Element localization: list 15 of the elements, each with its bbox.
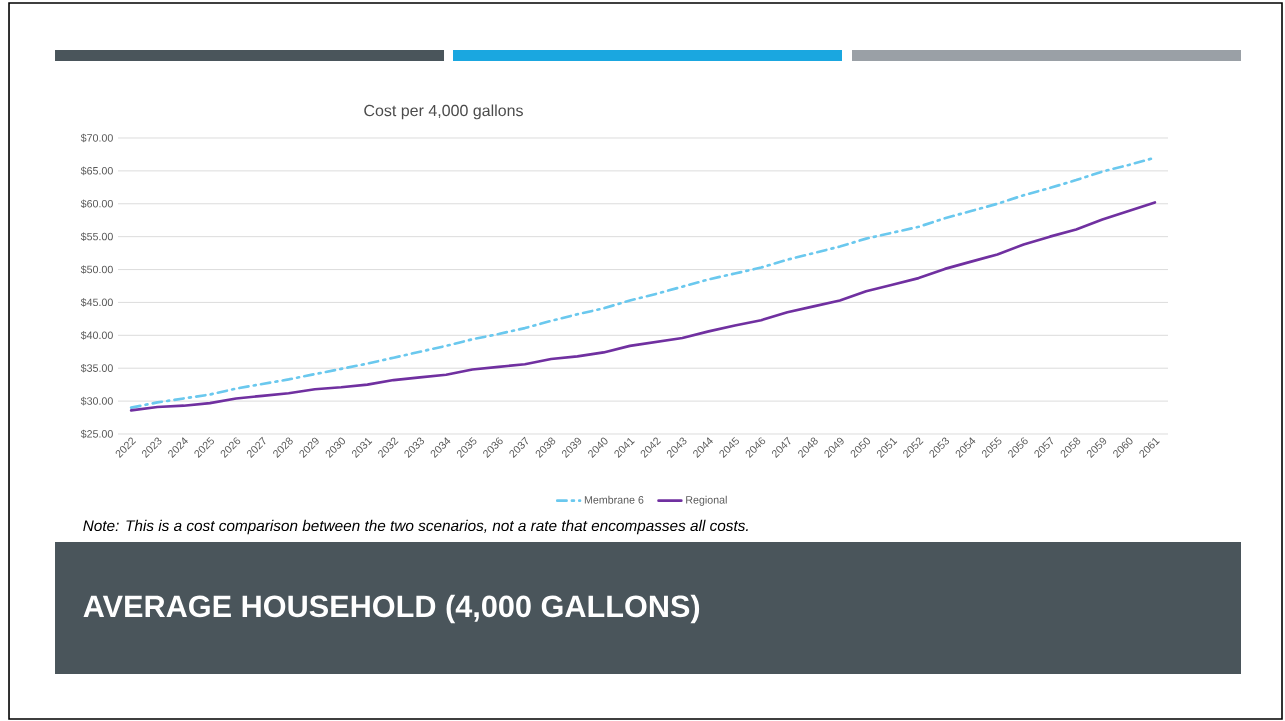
text: AVERAGE HOUSEHOLD (4,000 GALLONS) [83,594,700,624]
y-tick-label: $40.00 [80,331,113,340]
legend-label: Membrane 6 [584,495,644,504]
y-tick-label: $45.00 [80,298,113,307]
y-tick-label: $70.00 [80,133,113,143]
y-tick-label: $30.00 [80,396,113,406]
chart-title: Cost per 4,000 gallons [364,104,523,120]
y-tick-label: $25.00 [80,429,113,439]
y-tick-label: $55.00 [80,232,113,241]
y-tick-label: $35.00 [80,363,113,373]
y-tick-label: $65.00 [80,166,113,176]
y-tick-label: $60.00 [80,199,113,209]
text: Note: This is a cost comparison between the two scenarios, not a rate that encompasses all costs. [83,519,748,535]
legend-label: Regional [686,495,727,506]
y-tick-label: $50.00 [80,265,113,274]
